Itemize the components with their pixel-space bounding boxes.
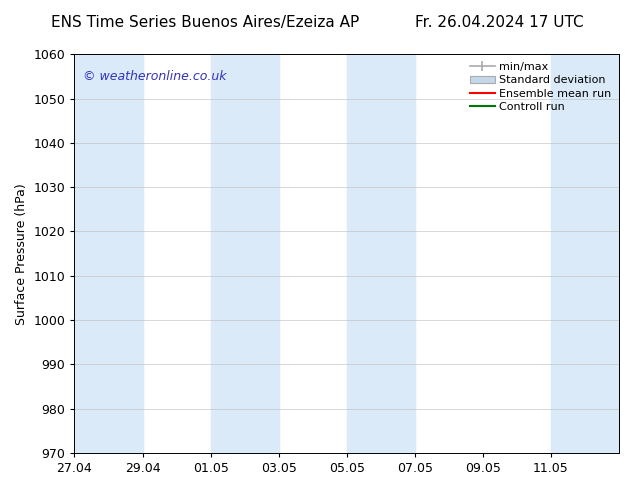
Bar <box>74 54 143 453</box>
Text: © weatheronline.co.uk: © weatheronline.co.uk <box>82 70 226 83</box>
Bar <box>210 54 279 453</box>
Text: ENS Time Series Buenos Aires/Ezeiza AP: ENS Time Series Buenos Aires/Ezeiza AP <box>51 15 359 30</box>
Text: Fr. 26.04.2024 17 UTC: Fr. 26.04.2024 17 UTC <box>415 15 583 30</box>
Bar <box>347 54 415 453</box>
Legend: min/max, Standard deviation, Ensemble mean run, Controll run: min/max, Standard deviation, Ensemble me… <box>468 60 614 114</box>
Y-axis label: Surface Pressure (hPa): Surface Pressure (hPa) <box>15 183 28 324</box>
Bar <box>551 54 619 453</box>
